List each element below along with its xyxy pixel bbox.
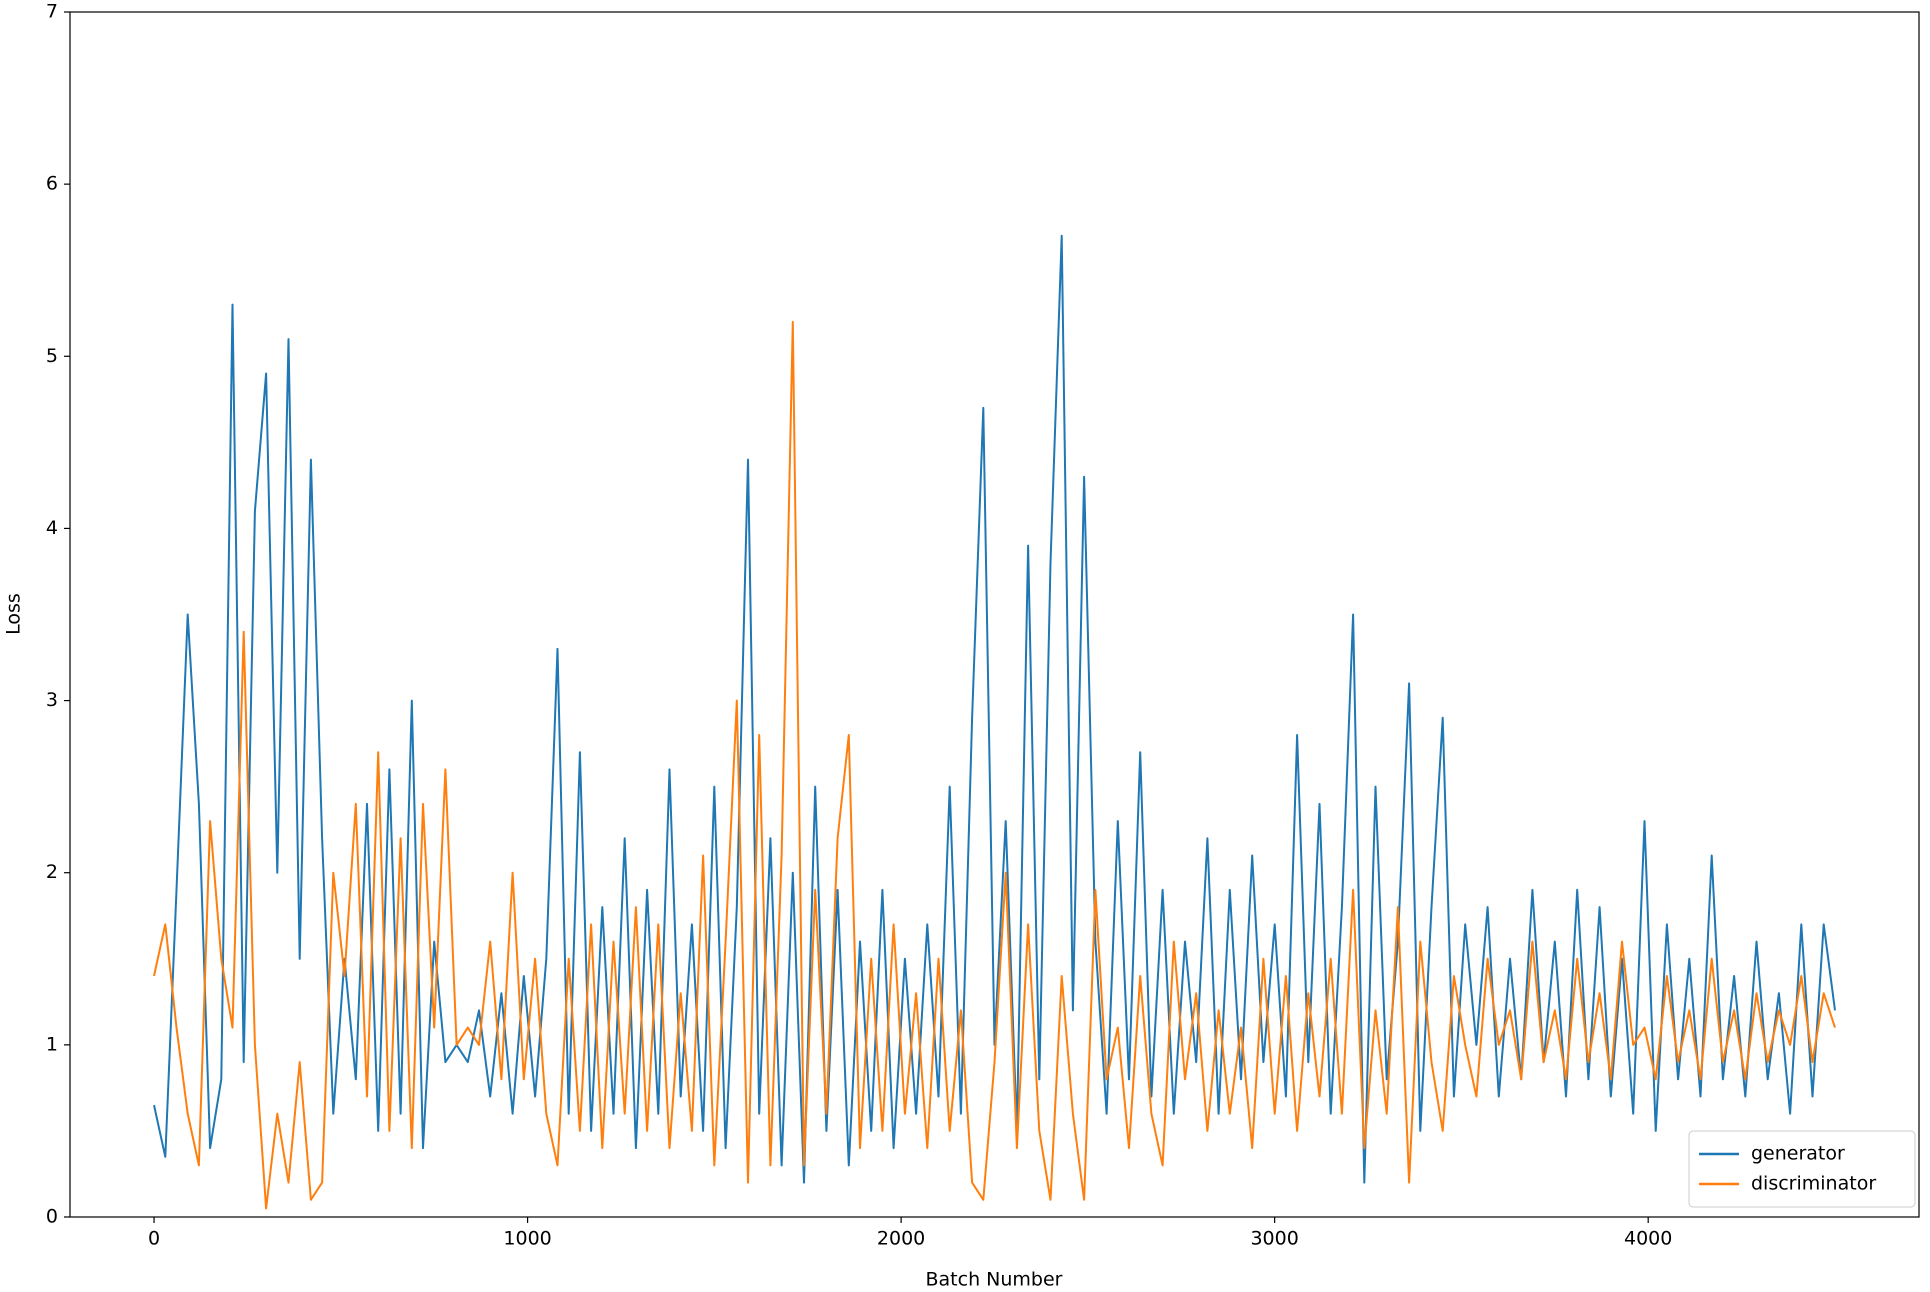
legend-box xyxy=(1688,1130,1916,1208)
y-tick-label: 0 xyxy=(46,1206,58,1228)
x-tick-label: 1000 xyxy=(503,1228,551,1250)
x-tick-label: 4000 xyxy=(1624,1228,1672,1250)
series-line xyxy=(153,234,1836,1184)
x-axis-label: Batch Number xyxy=(926,1269,1063,1291)
legend-label: generator xyxy=(1751,1143,1845,1165)
y-tick-label: 7 xyxy=(46,1,58,23)
series-line xyxy=(153,320,1836,1210)
x-tick-label: 2000 xyxy=(877,1228,925,1250)
legend-label: discriminator xyxy=(1751,1173,1876,1195)
y-tick-label: 2 xyxy=(46,861,58,883)
y-tick-label: 3 xyxy=(46,689,58,711)
y-axis-label: Loss xyxy=(3,593,25,635)
plot-frame xyxy=(69,11,1920,1218)
y-tick-label: 6 xyxy=(46,173,58,195)
y-tick-label: 1 xyxy=(46,1033,58,1055)
y-tick-label: 4 xyxy=(46,517,58,539)
x-tick-label: 0 xyxy=(148,1228,160,1250)
y-tick-label: 5 xyxy=(46,345,58,367)
x-tick-label: 3000 xyxy=(1250,1228,1298,1250)
